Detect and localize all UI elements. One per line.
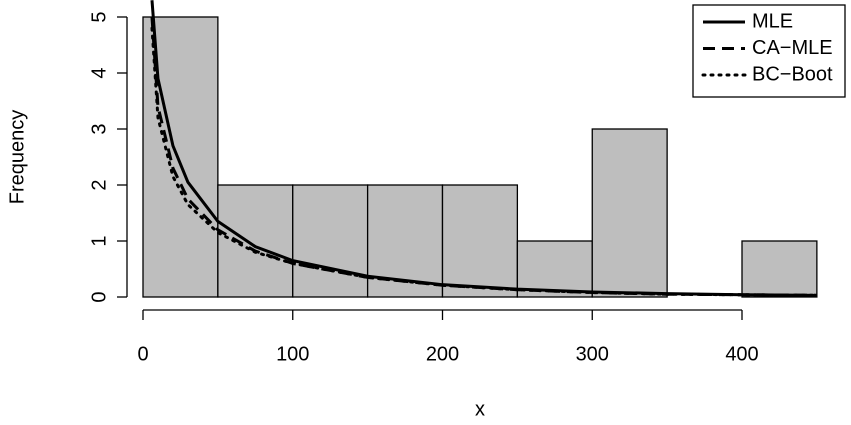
bar <box>516 240 593 298</box>
bar <box>591 128 668 298</box>
x-tick-label: 200 <box>426 343 459 365</box>
legend-label: CA−MLE <box>752 37 833 59</box>
curves <box>150 0 819 297</box>
x-tick-label: 300 <box>576 343 609 365</box>
x-axis-label: x <box>475 398 485 420</box>
legend-label: MLE <box>752 10 793 32</box>
bar <box>441 184 519 298</box>
y-tick-label: 4 <box>88 67 110 78</box>
y-tick-label: 1 <box>88 235 110 246</box>
x-tick-label: 100 <box>276 343 309 365</box>
bar <box>741 240 818 298</box>
legend-label: BC−Boot <box>752 63 833 85</box>
y-axis-label: Frequency <box>6 110 28 205</box>
bar <box>292 184 369 298</box>
y-tick-label: 3 <box>88 123 110 134</box>
y-tick-label: 2 <box>88 179 110 190</box>
legend: MLE CA−MLE BC−Boot <box>692 4 846 98</box>
density-curve <box>150 26 819 297</box>
x-tick-label: 400 <box>725 343 758 365</box>
legend-box <box>692 4 846 98</box>
bar <box>217 184 294 298</box>
y-tick-label: 0 <box>88 291 110 302</box>
x-tick-label: 0 <box>137 343 148 365</box>
y-tick-label: 5 <box>88 11 110 22</box>
